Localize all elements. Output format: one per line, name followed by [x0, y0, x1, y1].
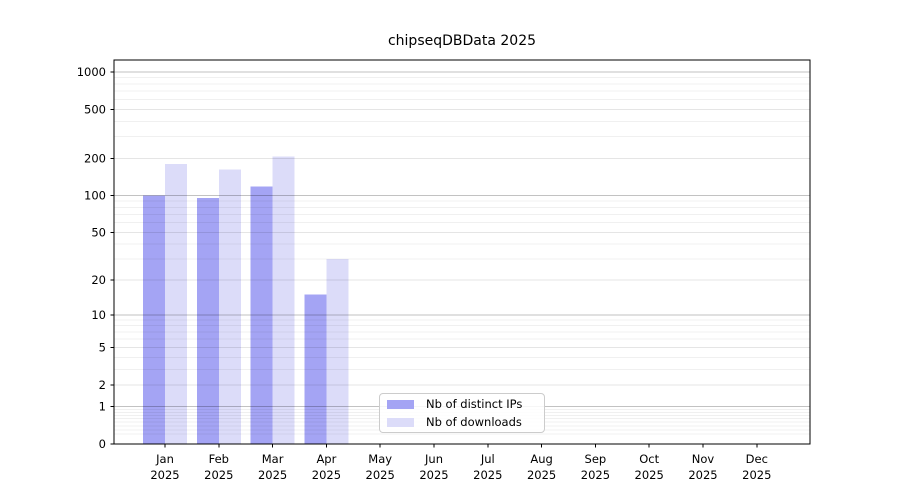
x-tick-label-year-jan: 2025 [150, 468, 179, 482]
chart-title: chipseqDBData 2025 [387, 33, 537, 49]
y-tick-label-20: 20 [91, 273, 106, 287]
y-tick-label-0: 0 [99, 437, 106, 451]
x-tick-label-month-mar: Mar [262, 452, 284, 466]
y-tick-label-200: 200 [84, 151, 106, 165]
legend: Nb of distinct IPs Nb of downloads [379, 393, 545, 433]
bar-downloads-apr [326, 259, 349, 444]
x-tick-label-year-feb: 2025 [204, 468, 233, 482]
bar-ips-jan [143, 195, 165, 444]
x-tick-label-year-nov: 2025 [688, 468, 717, 482]
x-tick-label-year-may: 2025 [366, 468, 395, 482]
legend-item-downloads: Nb of downloads [387, 415, 544, 429]
x-tick-label-year-dec: 2025 [742, 468, 771, 482]
y-tick-label-50: 50 [91, 225, 106, 239]
y-tick-label-1000: 1000 [77, 65, 106, 79]
x-tick-label-year-jun: 2025 [419, 468, 448, 482]
y-tick-label-2: 2 [99, 378, 106, 392]
x-tick-label-month-sep: Sep [585, 452, 607, 466]
legend-swatch-distinct-ips-icon [387, 399, 414, 409]
y-tick-label-500: 500 [84, 102, 106, 116]
legend-swatch-downloads-icon [387, 417, 414, 427]
bar-downloads-feb [218, 169, 241, 444]
y-tick-label-10: 10 [91, 308, 106, 322]
x-tick-label-year-aug: 2025 [527, 468, 556, 482]
legend-item-distinct-ips: Nb of distinct IPs [387, 397, 544, 411]
x-tick-label-month-jul: Jul [480, 452, 495, 466]
x-tick-label-month-may: May [368, 452, 392, 466]
bar-ips-feb [196, 198, 219, 444]
bar-ips-mar [250, 186, 273, 444]
legend-label-downloads: Nb of downloads [426, 415, 522, 429]
y-tick-label-1: 1 [99, 400, 106, 414]
legend-label-distinct-ips: Nb of distinct IPs [426, 397, 523, 411]
x-tick-label-month-jan: Jan [155, 452, 174, 466]
x-tick-label-month-aug: Aug [530, 452, 552, 466]
bar-downloads-jan [165, 164, 187, 444]
x-tick-label-year-jul: 2025 [473, 468, 502, 482]
x-tick-label-year-apr: 2025 [312, 468, 341, 482]
x-tick-label-month-jun: Jun [424, 452, 443, 466]
y-tick-label-5: 5 [99, 341, 106, 355]
x-tick-label-month-feb: Feb [209, 452, 229, 466]
x-tick-label-year-mar: 2025 [258, 468, 287, 482]
x-tick-label-month-dec: Dec [746, 452, 768, 466]
x-tick-label-month-oct: Oct [639, 452, 659, 466]
axes-frame [113, 59, 811, 445]
bar-downloads-mar [272, 156, 295, 444]
bar-ips-apr [304, 294, 327, 444]
x-tick-label-month-apr: Apr [316, 452, 336, 466]
x-tick-label-year-oct: 2025 [635, 468, 664, 482]
y-tick-label-100: 100 [84, 189, 106, 203]
x-tick-label-month-nov: Nov [692, 452, 715, 466]
x-tick-label-year-sep: 2025 [581, 468, 610, 482]
